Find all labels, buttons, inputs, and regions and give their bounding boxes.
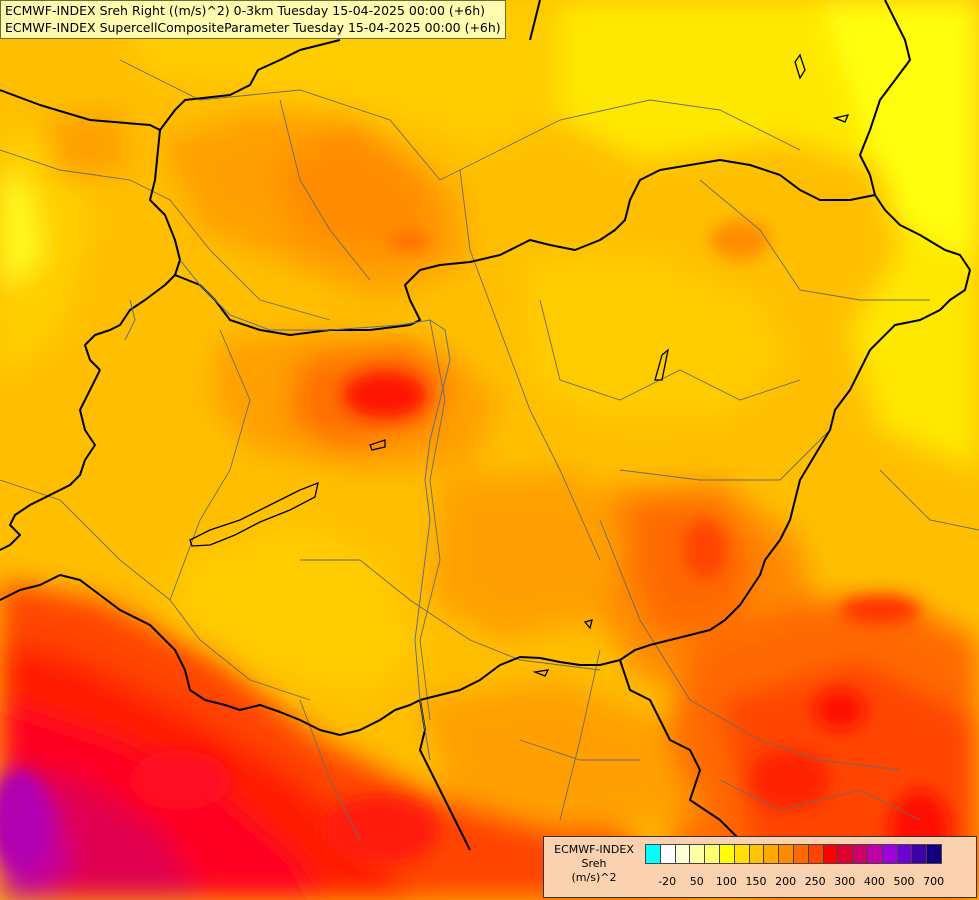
title-line-scp: ECMWF-INDEX SupercellCompositeParameter … [5, 20, 501, 35]
legend-swatch [778, 844, 794, 864]
legend-tick-label: 300 [834, 875, 856, 888]
legend-swatch [733, 844, 750, 864]
map-title-box: ECMWF-INDEX Sreh Right ((m/s)^2) 0-3km T… [0, 0, 506, 39]
legend-swatch [792, 844, 809, 864]
legend-tick-label: 250 [804, 875, 826, 888]
legend-tick-label: 700 [923, 875, 945, 888]
river-danube [124, 259, 451, 761]
legend-ticks: -20 50 100 150 200 250 300 400 500 700 [645, 875, 975, 889]
legend-tick-label: 100 [715, 875, 737, 888]
legend-swatch [896, 844, 913, 864]
legend-swatch [674, 844, 691, 864]
legend-swatch [911, 844, 928, 864]
legend-tick-label: 500 [893, 875, 915, 888]
legend-swatch [748, 844, 765, 864]
legend-tick-label: -20 [658, 875, 677, 888]
field-cores [0, 220, 950, 870]
legend-swatch [822, 844, 839, 864]
legend-label: ECMWF-INDEX Sreh (m/s)^2 [546, 843, 642, 885]
regional-boundaries [0, 59, 979, 841]
legend-label-variable: Sreh [581, 857, 607, 870]
lake-balaton-outline [189, 481, 319, 547]
legend-tick-label: 50 [689, 875, 704, 888]
lakes [189, 53, 850, 677]
legend-swatch [689, 844, 706, 864]
lake-velence-outline [369, 439, 386, 451]
legend-tick-label: 150 [745, 875, 767, 888]
legend-swatches [645, 844, 942, 864]
legend-swatch [718, 844, 735, 864]
legend-swatch [704, 844, 720, 864]
legend-swatch [763, 844, 780, 864]
legend-label-product: ECMWF-INDEX [554, 843, 634, 856]
legend-swatch [881, 844, 898, 864]
legend-swatch [807, 844, 824, 864]
legend-tick-label: 200 [775, 875, 797, 888]
legend-swatch [645, 844, 661, 864]
legend-swatch [866, 844, 883, 864]
legend-tick-label: 400 [863, 875, 885, 888]
legend-swatch [852, 844, 868, 864]
title-line-sreh: ECMWF-INDEX Sreh Right ((m/s)^2) 0-3km T… [5, 3, 485, 18]
legend-swatch [837, 844, 854, 864]
country-borders [0, 0, 971, 851]
legend-label-unit: (m/s)^2 [571, 871, 617, 884]
legend-swatch [659, 844, 676, 864]
color-legend: ECMWF-INDEX Sreh (m/s)^2 -20 50 100 150 200 2… [543, 836, 977, 898]
legend-swatch [926, 844, 942, 864]
